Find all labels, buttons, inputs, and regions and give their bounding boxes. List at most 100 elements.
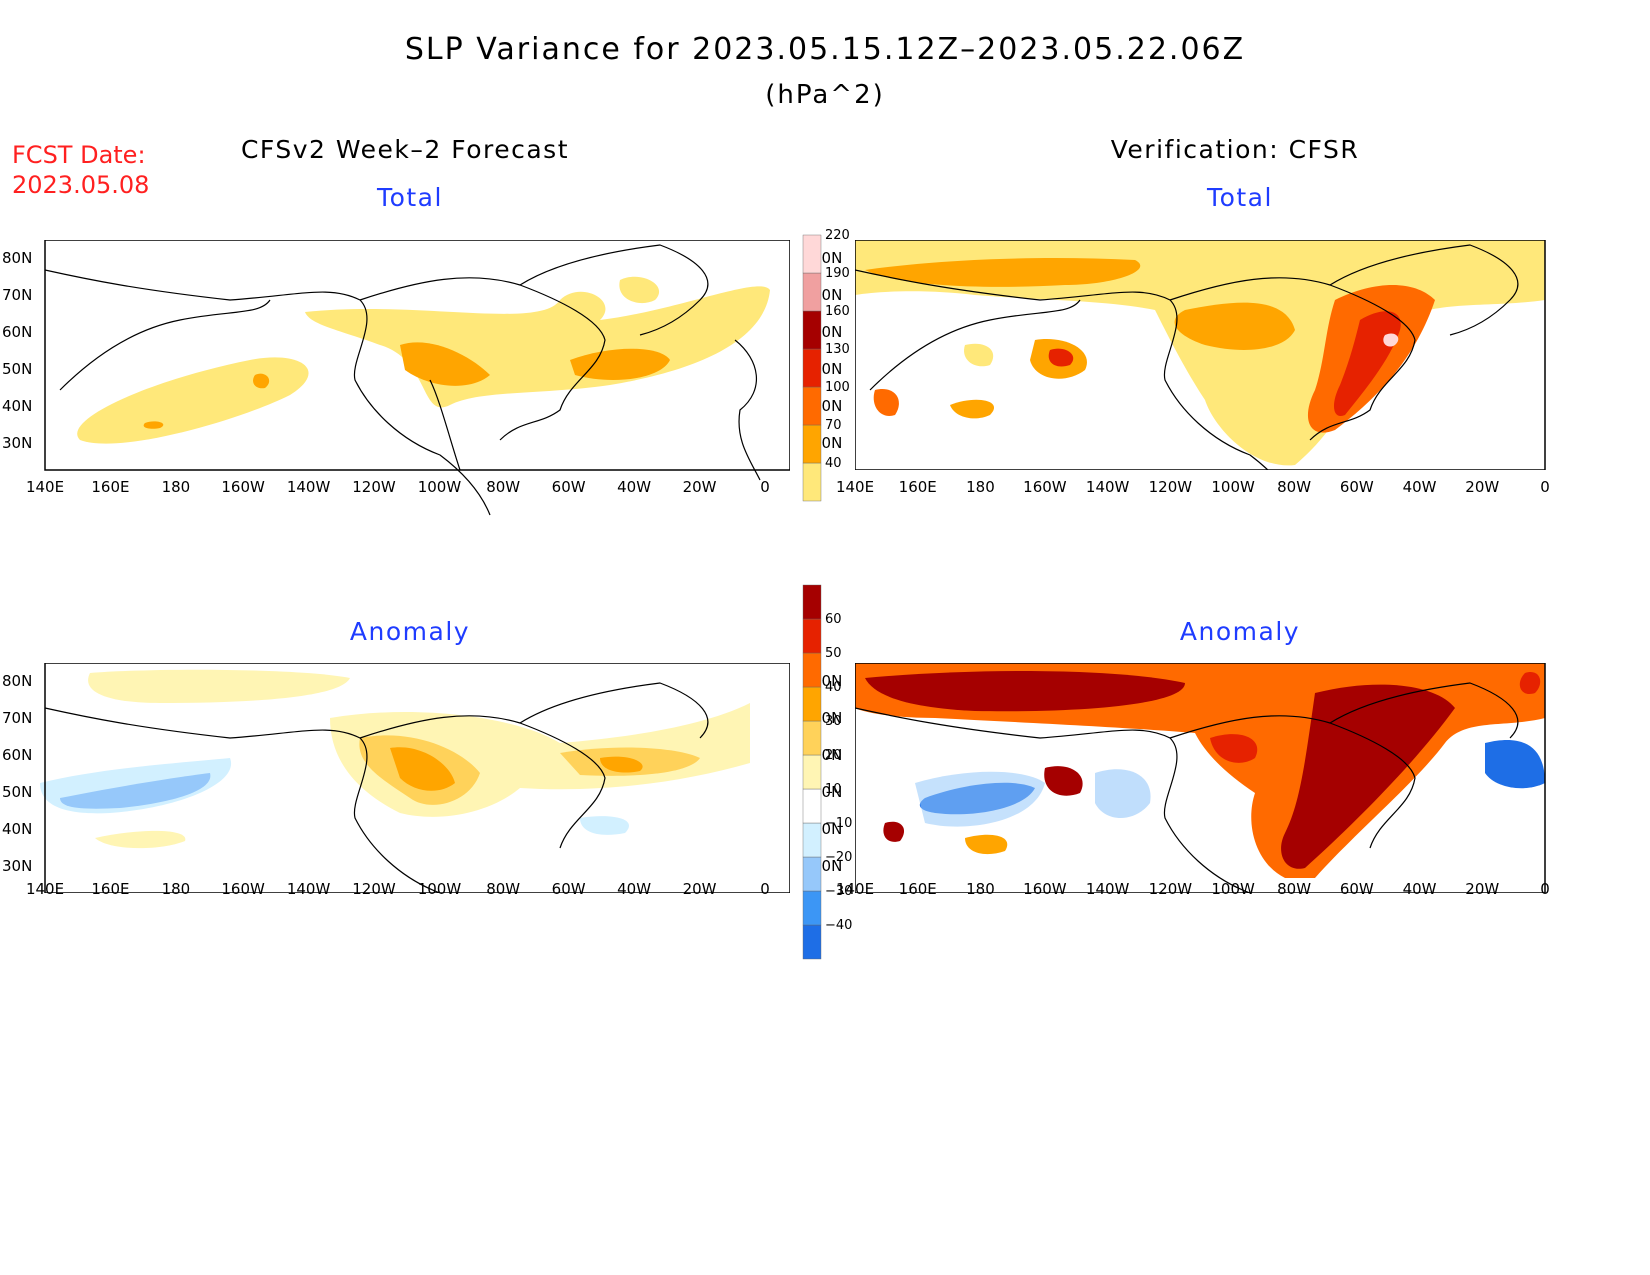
colorbar-level-label: 190 [825,266,850,281]
lon-labels-top-right: 140E 160E 180 160W 140W 120W 100W 80W 60W 40W 20W 0 [810,478,1600,498]
lon-tick-label: 140E [25,880,65,898]
lon-tick-label: 160W [221,880,265,898]
lon-tick-label: 140E [835,478,875,496]
lon-tick-label: 0 [760,478,770,496]
lon-tick-label: 20W [1465,478,1500,496]
figure-title: SLP Variance for 2023.05.15.12Z–2023.05.… [404,32,1246,67]
lon-tick-label: 40W [1402,478,1437,496]
lon-tick-label: 180 [161,880,191,898]
lon-tick-label: 60W [1339,478,1374,496]
lon-labels-bottom-left: 140E 160E 180 160W 140W 120W 100W 80W 60W 40W 20W 0 [0,880,790,900]
colorbar-swatch [802,856,822,892]
lon-tick-label: 180 [161,478,191,496]
forecast-total-map-svg [44,240,790,516]
lon-tick-label: 40W [617,478,652,496]
lat-tick-label: 80N [2,672,33,690]
lon-tick-label: 120W [1148,880,1193,898]
verification-anomaly-field [855,663,1545,878]
colorbar-swatch [802,890,822,926]
colorbar-swatch [802,788,822,824]
lon-tick-label: 60W [1339,880,1374,898]
map-frame-anomaly-right [855,663,1546,893]
colorbar-level-label: 100 [825,380,850,395]
fcst-date-label: FCST Date: [12,141,146,169]
colorbar-total: 40 70 100 130 160 190 220 [795,220,865,520]
lon-tick-label: 80W [1277,478,1312,496]
colorbar-svg: 40 70 100 130 160 190 220 [802,228,850,502]
colorbar-level-label: 130 [825,342,850,357]
colorbar-swatch [802,720,822,756]
lat-labels-bottom-left: 80N 70N 60N 50N 40N 30N [0,663,40,893]
lon-tick-label: 0 [1540,880,1550,898]
lon-tick-label: 100W [1211,478,1255,496]
colorbar-level-label: 20 [825,748,842,763]
lon-tick-label: 60W [551,478,586,496]
colorbar-anomaly: −40 −30 −20 −10 10 20 30 40 50 60 [795,570,865,990]
lon-tick-label: 140W [286,478,331,496]
lon-tick-label: 160W [1023,478,1067,496]
colorbar-swatch [802,234,822,274]
lon-tick-label: 180 [966,478,995,496]
lon-tick-label: 0 [760,880,770,898]
colorbar-level-label: 70 [825,418,842,433]
lat-tick-label: 50N [2,783,33,801]
colorbar-level-label: −30 [825,884,852,899]
lat-tick-label: 70N [2,709,33,727]
colorbar-level-label: 60 [825,612,842,627]
colorbar-swatch [802,386,822,426]
lon-tick-label: 80W [486,880,521,898]
colorbar-level-label: 30 [825,714,842,729]
colorbar-swatch [802,272,822,312]
colorbar-swatch [802,348,822,388]
lat-labels-top-left: 80N 70N 60N 50N 40N 30N [0,240,40,470]
coastlines-anomaly-left [44,682,709,893]
colorbar-level-label: −20 [825,850,852,865]
bottom-left-subtitle: Anomaly [349,617,471,646]
lon-tick-label: 20W [1465,880,1500,898]
lon-tick-label: 20W [682,478,717,496]
right-column-title: Verification: CFSR [1110,135,1360,164]
lon-tick-label: 160E [91,478,130,496]
colorbar-level-label: 40 [825,456,842,471]
verification-anomaly-map-svg [855,663,1546,893]
forecast-anomaly-map [0,663,790,923]
forecast-anomaly-map-svg [40,663,790,893]
colorbar-level-label: 10 [825,782,842,797]
lat-tick-label: 40N [2,397,33,415]
lat-tick-label: 50N [2,360,33,378]
colorbar-swatch [802,424,822,464]
map-frame-right [855,240,1546,470]
colorbar-level-label: 40 [825,680,842,695]
lon-tick-label: 80W [486,478,521,496]
colorbar-swatch [802,652,822,688]
verification-anomaly-map [855,663,1645,923]
lon-tick-label: 40W [617,880,652,898]
colorbar-swatch [802,822,822,858]
forecast-total-field [77,276,770,444]
lon-labels-top-left: 140E 160E 180 160W 140W 120W 100W 80W 60W 40W 20W 0 [0,478,790,498]
lon-tick-label: 160E [91,880,130,898]
lat-tick-label: 30N [2,857,33,875]
colorbar-level-label: 160 [825,304,850,319]
map-frame [44,240,790,471]
colorbar-swatch [802,618,822,654]
top-left-subtitle: Total [377,183,443,212]
lon-tick-label: 100W [417,880,462,898]
forecast-anomaly-field [40,669,750,849]
lon-tick-label: 80W [1277,880,1312,898]
coastlines-anomaly-right [855,682,1519,893]
lon-tick-label: 140E [25,478,65,496]
coastlines [44,244,761,516]
lon-tick-label: 100W [417,478,462,496]
lon-tick-label: 140W [1085,880,1130,898]
figure-units: (hPa^2) [765,80,885,110]
lon-tick-label: 160W [221,478,265,496]
left-column-title: CFSv2 Week–2 Forecast [240,135,570,164]
bottom-right-subtitle: Anomaly [1179,617,1301,646]
colorbar-swatch [802,584,822,620]
colorbar-swatch [802,686,822,722]
verification-total-map-svg [855,240,1546,470]
lat-tick-label: 70N [2,286,33,304]
lat-tick-label: 40N [2,820,33,838]
colorbar-swatch [802,924,822,960]
